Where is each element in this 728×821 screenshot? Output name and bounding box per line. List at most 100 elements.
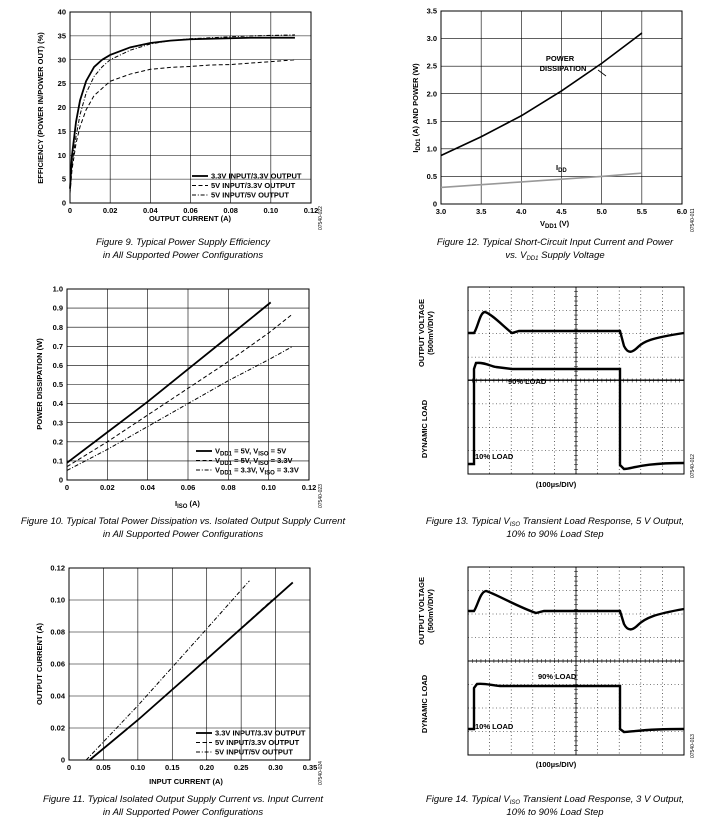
- fig11-xtick-label: 0.10: [131, 763, 146, 772]
- fig11-xtick-label: 0.05: [96, 763, 111, 772]
- fig9-xtick-label: 0: [68, 206, 72, 215]
- fig12-xtick-label: 6.0: [677, 207, 687, 216]
- fig9-legend-label-2: 5V INPUT/5V OUTPUT: [211, 191, 289, 200]
- fig10-ytick-label: 1.0: [53, 285, 63, 294]
- fig10-xtick-label: 0.04: [140, 483, 155, 492]
- fig11-xlabel: INPUT CURRENT (A): [149, 777, 223, 786]
- fig13-scope-grid: [468, 287, 684, 474]
- fig13-caption-line2: 10% to 90% Load Step: [506, 529, 603, 540]
- fig14-caption-a: Figure 14. Typical V: [426, 794, 511, 805]
- fig11-series: [85, 580, 294, 761]
- fig10-legend-label-1: VDD1 = 5V, VISO = 3.3V: [215, 456, 293, 467]
- fig10-xlabel: IISO (A): [175, 499, 200, 510]
- fig14-caption-line2: 10% to 90% Load Step: [506, 807, 603, 818]
- fig11-ylabel: OUTPUT CURRENT (A): [35, 622, 44, 705]
- fig9-legend-label-0: 3.3V INPUT/3.3V OUTPUT: [211, 172, 302, 181]
- fig10-series-line-0: [66, 301, 272, 464]
- fig10-xtick-label: 0: [65, 483, 69, 492]
- fig12-series: [440, 32, 643, 189]
- fig9-legend-label-1: 5V INPUT/3.3V OUTPUT: [211, 181, 296, 190]
- fig12-xtick-label: 4.0: [516, 207, 526, 216]
- fig13-ylabel-top-l1: OUTPUT VOLTAGE: [417, 299, 426, 367]
- fig11-ytick-label: 0.06: [50, 660, 65, 669]
- fig10-ytick-label: 0: [59, 476, 63, 485]
- fig13-output-trace: [468, 310, 685, 353]
- fig11-side-label: 07540-024: [318, 761, 324, 785]
- fig10-xtick-label: 0.02: [100, 483, 115, 492]
- fig9-xtick-label: 0.10: [264, 206, 279, 215]
- fig12-xtick-label: 3.0: [436, 207, 446, 216]
- fig12-ylabel-rest: (A) AND POWER (W): [411, 63, 420, 139]
- fig11-ytick-label: 0.10: [50, 596, 65, 605]
- fig9-xtick-label: 0.02: [103, 206, 118, 215]
- fig10-ytick-label: 0.2: [53, 437, 63, 446]
- fig12-label-power-l2: DISSIPATION: [540, 64, 587, 73]
- fig12-ytick-label: 2.0: [427, 89, 437, 98]
- fig11-xtick-label: 0.20: [199, 763, 214, 772]
- fig9-xtick-label: 0.04: [143, 206, 158, 215]
- fig10-legend-label-2: VDD1 = 3.3V, VISO = 3.3V: [215, 466, 299, 477]
- fig14-label-90: 90% LOAD: [538, 672, 577, 681]
- fig11-ytick-label: 0: [61, 756, 65, 765]
- fig11-series-line-1: [89, 599, 273, 761]
- fig12-grid: [441, 11, 682, 204]
- fig12-caption-vs: vs. V: [505, 250, 528, 261]
- fig9-ytick-label: 10: [58, 151, 66, 160]
- fig9-ytick-label: 30: [58, 55, 66, 64]
- fig11-caption-line1: Figure 11. Typical Isolated Output Suppl…: [43, 794, 323, 805]
- fig9-series: [69, 34, 295, 194]
- fig10-ytick-label: 0.5: [53, 380, 63, 389]
- chart-fig14: 90% LOAD 10% LOAD (100µs/DIV) OUTPUT VOL…: [417, 566, 696, 818]
- fig14-xlabel: (100µs/DIV): [536, 760, 577, 769]
- fig12-series-line-1: [440, 172, 642, 189]
- fig9-xtick-label: 0.08: [223, 206, 238, 215]
- fig9-series-line-1: [69, 59, 295, 194]
- fig11-series-line-0: [89, 581, 294, 761]
- fig14-caption-line1: Figure 14. Typical VISO Transient Load R…: [426, 794, 684, 806]
- fig10-ytick-label: 0.8: [53, 323, 63, 332]
- fig10-legend-label-0: VDD1 = 5V, VISO = 5V: [215, 447, 286, 458]
- fig10-grid: [67, 289, 309, 480]
- fig12-ylabel-sub: DD1: [416, 138, 422, 151]
- fig10-ytick-label: 0.6: [53, 361, 63, 370]
- fig12-label-power-leader: [597, 69, 607, 77]
- fig11-series-line-2: [85, 580, 250, 761]
- fig9-series-line-0: [69, 36, 295, 189]
- fig12-xtick-label: 5.5: [637, 207, 647, 216]
- fig9-xtick-label: 0.12: [304, 206, 319, 215]
- fig10-xtick-label: 0.12: [302, 483, 317, 492]
- fig13-xlabel: (100µs/DIV): [536, 480, 577, 489]
- chart-fig9: 0 0.02 0.04 0.06 0.08 0.10 0.12 0 5 10 15 20 25 30 35 4…: [36, 8, 324, 261]
- fig10-xtick-label: 0.10: [261, 483, 276, 492]
- fig9-ytick-label: 5: [62, 175, 66, 184]
- fig11-xtick-label: 0.30: [268, 763, 283, 772]
- fig12-plot-frame: [440, 10, 683, 205]
- fig14-ylabel-bottom: DYNAMIC LOAD: [420, 674, 429, 733]
- fig10-caption-line1: Figure 10. Typical Total Power Dissipati…: [21, 516, 346, 527]
- fig12-xlabel-sub: DD1: [545, 224, 558, 230]
- fig11-caption-line2: in All Supported Power Configurations: [103, 807, 263, 818]
- chart-fig11: 0 0.05 0.10 0.15 0.20 0.25 0.30 0.35 0 0.02 0.04 0.…: [35, 564, 324, 818]
- fig11-xtick-label: 0.35: [303, 763, 318, 772]
- fig12-xtick-label: 4.5: [556, 207, 566, 216]
- fig10-ytick-label: 0.9: [53, 304, 63, 313]
- fig10-caption-line2: in All Supported Power Configurations: [103, 529, 263, 540]
- fig10-ylabel: POWER DISSIPATION (W): [35, 338, 44, 430]
- fig11-xtick-label: 0.25: [234, 763, 249, 772]
- fig13-label-90: 90% LOAD: [508, 377, 547, 386]
- fig13-caption-b: Transient Load Response, 5 V Output,: [520, 516, 684, 527]
- fig10-xlabel-sub: ISO: [177, 504, 188, 510]
- fig9-ytick-label: 25: [58, 79, 66, 88]
- fig10-side-label: 07540-023: [318, 484, 324, 508]
- fig12-ytick-label: 2.5: [427, 62, 437, 71]
- fig11-xtick-label: 0: [67, 763, 71, 772]
- fig11-legend-label-1: 5V INPUT/3.3V OUTPUT: [215, 738, 300, 747]
- fig10-ytick-label: 0.4: [53, 399, 64, 408]
- fig10-series-line-2: [66, 345, 294, 471]
- fig12-caption-sub: DD1: [526, 256, 538, 262]
- fig9-caption-line1: Figure 9. Typical Power Supply Efficienc…: [96, 237, 271, 248]
- fig11-grid: [69, 568, 310, 760]
- fig11-ytick-label: 0.08: [50, 628, 65, 637]
